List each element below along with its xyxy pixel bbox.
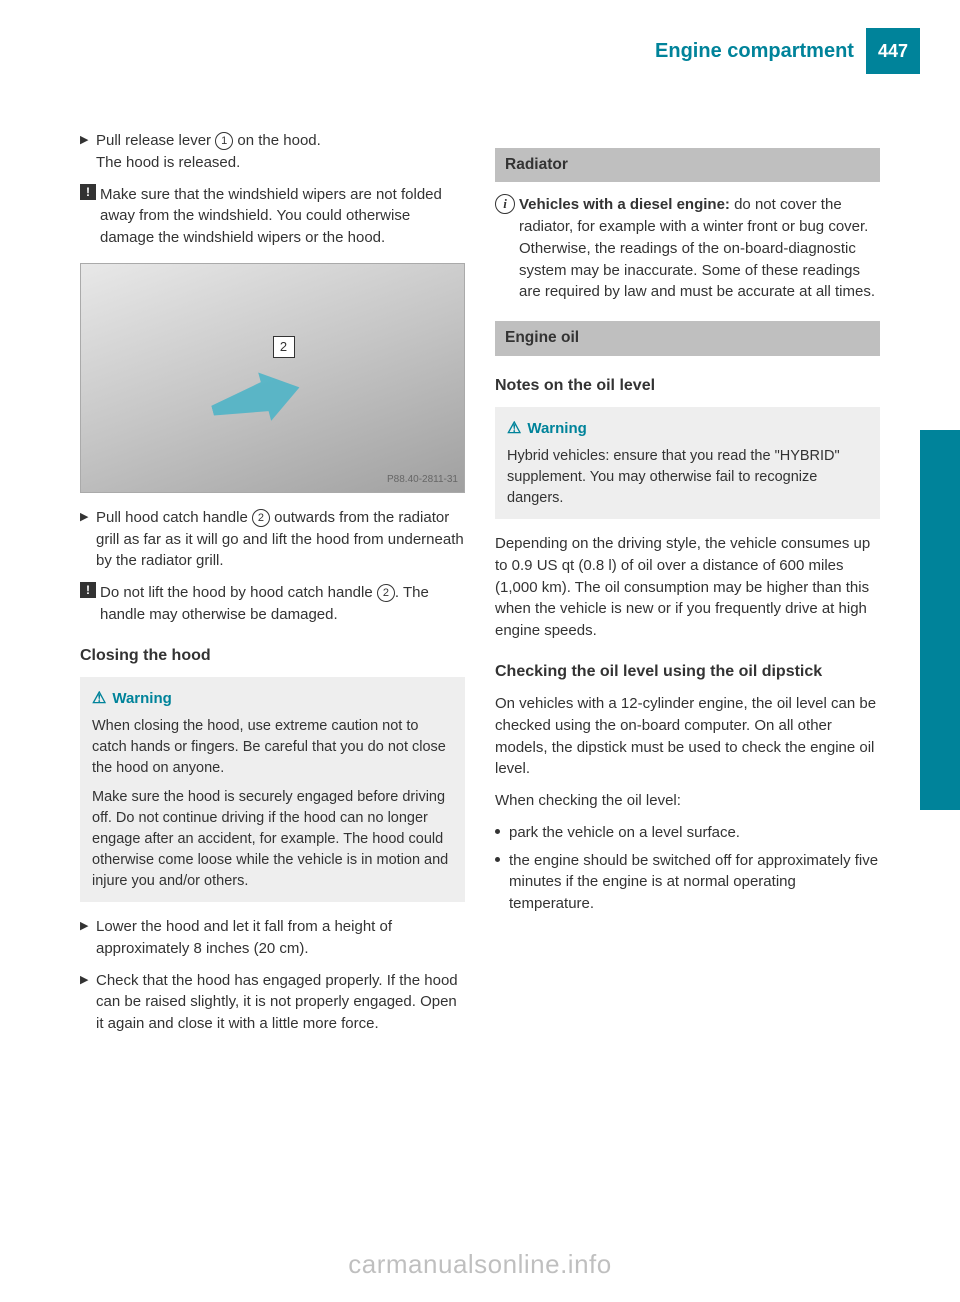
hood-release-figure: 2 P88.40-2811-31 [80, 263, 465, 493]
note2-body: Do not lift the hood by hood catch handl… [100, 582, 465, 626]
image-code: P88.40-2811-31 [387, 473, 458, 488]
callout-2-marker: 2 [273, 336, 295, 358]
list-item: the engine should be switched off for ap… [495, 850, 880, 915]
closing-hood-heading: Closing the hood [80, 644, 465, 667]
dipstick-para: On vehicles with a 12-cylinder engine, t… [495, 693, 880, 780]
radiator-info-body: Vehicles with a diesel engine: do not co… [519, 194, 880, 303]
right-triangle-icon: ▶ [80, 507, 96, 572]
warning-label: Warning [112, 690, 171, 707]
step2-text-a: Pull hood catch handle [96, 509, 252, 526]
radiator-info: i Vehicles with a diesel engine: do not … [495, 194, 880, 303]
left-column: ▶ Pull release lever 1 on the hood. The … [80, 130, 465, 1045]
step-body: Pull hood catch handle 2 outwards from t… [96, 507, 465, 572]
radiator-info-bold: Vehicles with a diesel engine: [519, 196, 730, 213]
warning-title: ⚠ Warning [507, 417, 868, 440]
caution-note-handle: ! Do not lift the hood by hood catch han… [80, 582, 465, 626]
oil-consumption-para: Depending on the driving style, the vehi… [495, 533, 880, 642]
warning-closing-hood: ⚠ Warning When closing the hood, use extr… [80, 677, 465, 902]
section-title: Engine compartment [655, 28, 866, 74]
step1-text-b: on the hood. [233, 132, 321, 149]
step-body: Pull release lever 1 on the hood. The ho… [96, 130, 465, 174]
warning-p1: When closing the hood, use extreme cauti… [92, 716, 453, 779]
right-triangle-icon: ▶ [80, 130, 96, 174]
page-number: 447 [866, 28, 920, 74]
page-header: Engine compartment 447 [655, 28, 920, 74]
note1-text: Make sure that the windshield wipers are… [100, 184, 465, 249]
right-column: Radiator i Vehicles with a diesel engine… [495, 130, 880, 1045]
hybrid-warning-text: Hybrid vehicles: ensure that you read th… [507, 446, 868, 509]
exclamation-icon: ! [80, 582, 96, 598]
engine-oil-heading: Engine oil [495, 321, 880, 355]
step-pull-lever: ▶ Pull release lever 1 on the hood. The … [80, 130, 465, 174]
step1-sub: The hood is released. [96, 152, 465, 174]
step4-text: Check that the hood has engaged properly… [96, 970, 465, 1035]
content-columns: ▶ Pull release lever 1 on the hood. The … [80, 130, 880, 1045]
warning-title: ⚠ Warning [92, 687, 453, 710]
step1-text-a: Pull release lever [96, 132, 215, 149]
info-icon: i [495, 194, 515, 214]
release-arrow-icon [206, 363, 306, 435]
right-triangle-icon: ▶ [80, 970, 96, 1035]
callout-1-icon: 1 [215, 132, 233, 150]
step-check-engaged: ▶ Check that the hood has engaged proper… [80, 970, 465, 1035]
note2-text-a: Do not lift the hood by hood catch handl… [100, 584, 377, 601]
caution-note-wipers: ! Make sure that the windshield wipers a… [80, 184, 465, 249]
right-triangle-icon: ▶ [80, 916, 96, 960]
warning-triangle-icon: ⚠ [92, 687, 106, 710]
callout-2-icon: 2 [252, 509, 270, 527]
radiator-heading: Radiator [495, 148, 880, 182]
watermark: carmanualsonline.info [0, 1246, 960, 1284]
warning-triangle-icon: ⚠ [507, 417, 521, 440]
side-tab-bg [920, 430, 960, 810]
dipstick-heading: Checking the oil level using the oil dip… [495, 660, 880, 683]
notes-oil-heading: Notes on the oil level [495, 374, 880, 397]
warning-p2: Make sure the hood is securely engaged b… [92, 787, 453, 892]
list-item: park the vehicle on a level surface. [495, 822, 880, 844]
page-content: Engine compartment 447 Maintenance and c… [0, 0, 960, 1085]
when-checking-intro: When checking the oil level: [495, 790, 880, 812]
exclamation-icon: ! [80, 184, 96, 200]
warning-label: Warning [527, 420, 586, 437]
checking-bullet-list: park the vehicle on a level surface. the… [495, 822, 880, 915]
step-lower-hood: ▶ Lower the hood and let it fall from a … [80, 916, 465, 960]
callout-2-icon: 2 [377, 584, 395, 602]
warning-hybrid: ⚠ Warning Hybrid vehicles: ensure that yo… [495, 407, 880, 519]
step3-text: Lower the hood and let it fall from a he… [96, 916, 465, 960]
step-pull-handle: ▶ Pull hood catch handle 2 outwards from… [80, 507, 465, 572]
